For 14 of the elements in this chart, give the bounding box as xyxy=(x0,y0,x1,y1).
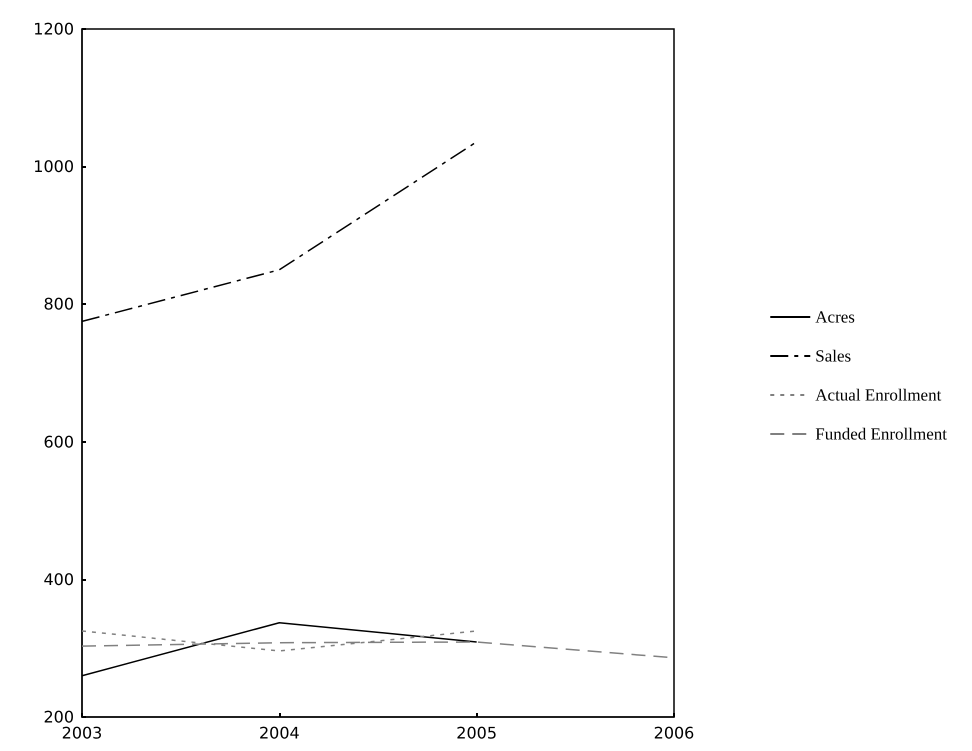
legend-label: Acres xyxy=(815,308,855,326)
y-tick-label: 1000 xyxy=(33,157,74,176)
legend-label: Actual Enrollment xyxy=(815,386,942,404)
x-tick-label: 2003 xyxy=(62,724,102,742)
y-tick-label: 600 xyxy=(43,432,74,452)
x-tick-label: 2004 xyxy=(258,724,300,742)
x-tick-label: 2005 xyxy=(456,724,498,742)
legend-label: Funded Enrollment xyxy=(815,424,948,444)
y-tick-label: 400 xyxy=(43,570,74,589)
legend-label: Sales xyxy=(815,346,852,366)
x-tick-label: 2006 xyxy=(654,724,694,742)
y-tick-label: 1200 xyxy=(33,20,74,38)
y-tick-label: 800 xyxy=(43,294,74,314)
y-tick-label: 200 xyxy=(43,708,74,726)
